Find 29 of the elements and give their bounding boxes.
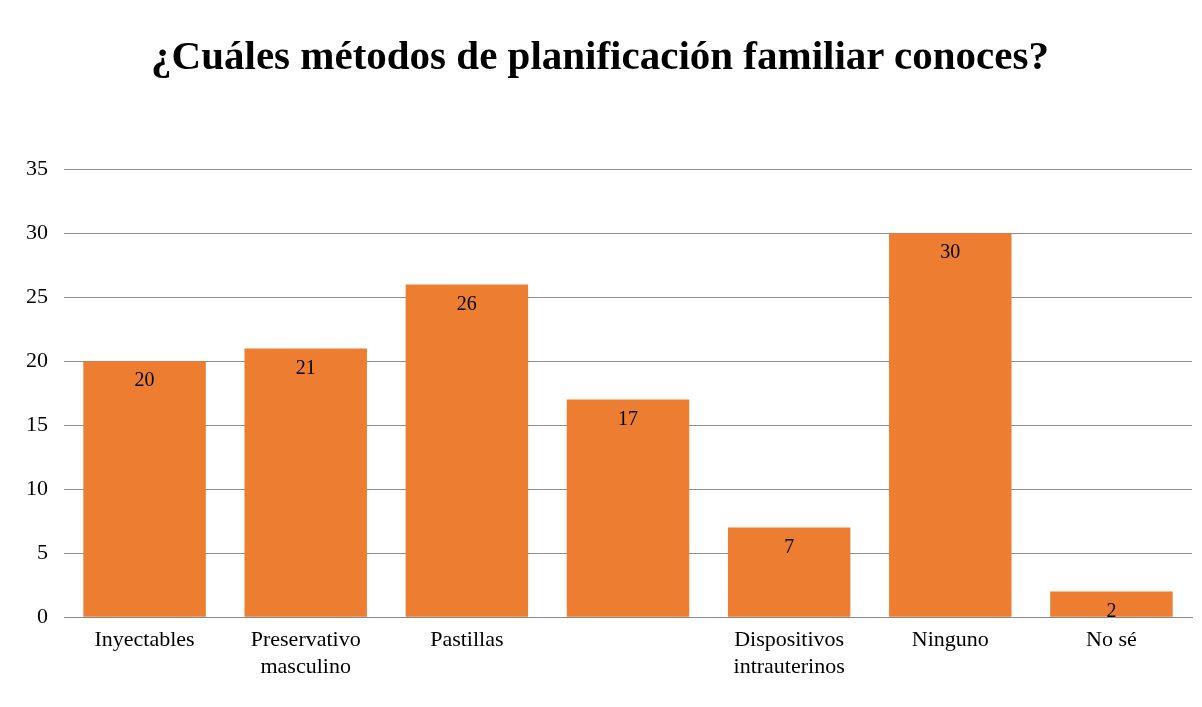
x-tick-label: No sé	[1086, 626, 1137, 652]
bar	[889, 233, 1012, 617]
bar	[405, 284, 529, 617]
bar	[1050, 591, 1173, 617]
y-tick-label: 30	[26, 218, 48, 244]
data-label: 2	[1106, 598, 1117, 621]
x-tick-label: Dispositivos intrauterinos	[733, 626, 845, 678]
data-label: 20	[134, 368, 155, 391]
bar	[727, 527, 851, 617]
x-tick-label: Preservativo masculino	[250, 626, 361, 678]
y-tick-label: 20	[26, 346, 48, 372]
bar	[244, 348, 367, 617]
y-tick-label: 5	[37, 538, 48, 564]
data-label: 30	[940, 240, 961, 263]
data-label: 21	[295, 355, 316, 378]
x-tick-label: Pastillas	[430, 626, 504, 652]
y-tick-label: 0	[37, 602, 48, 628]
x-tick-label: Inyectables	[94, 626, 195, 652]
x-tick-label: Ninguno	[911, 626, 989, 652]
y-tick-label: 35	[26, 154, 48, 180]
bar	[566, 399, 690, 617]
chart-title: ¿Cuáles métodos de planificación familiar conoces?	[150, 31, 1050, 80]
data-label: 26	[456, 291, 477, 314]
y-tick-label: 25	[26, 282, 48, 308]
y-tick-label: 15	[26, 410, 48, 436]
data-label: 7	[784, 534, 795, 557]
y-tick-label: 10	[26, 474, 48, 500]
bar	[83, 361, 206, 617]
data-label: 17	[618, 406, 638, 429]
